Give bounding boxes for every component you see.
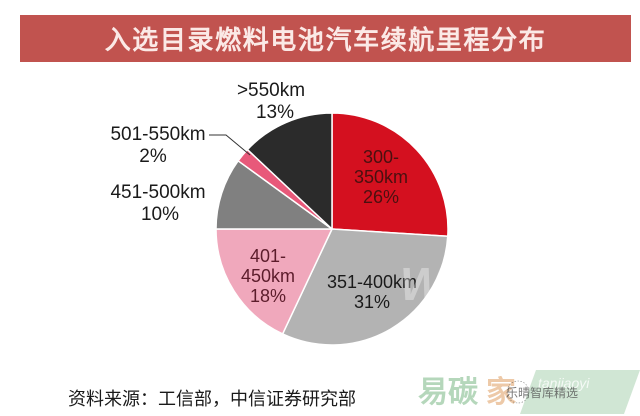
svg-text:>550km: >550km <box>237 80 305 101</box>
svg-text:2%: 2% <box>139 146 167 167</box>
svg-text:乐晴智库精选: 乐晴智库精选 <box>506 385 578 400</box>
svg-text:13%: 13% <box>256 102 294 123</box>
svg-text:401-: 401- <box>250 246 286 266</box>
svg-text:501-550km: 501-550km <box>110 124 205 145</box>
svg-text:350km: 350km <box>354 167 408 187</box>
svg-text:451-500km: 451-500km <box>110 182 205 203</box>
svg-text:易碳: 易碳 <box>418 376 479 409</box>
svg-text:450km: 450km <box>241 266 295 286</box>
svg-text:26%: 26% <box>363 187 399 207</box>
svg-text:18%: 18% <box>250 286 286 306</box>
svg-text:31%: 31% <box>354 292 390 312</box>
svg-text:300-: 300- <box>363 147 399 167</box>
svg-text:10%: 10% <box>141 204 179 225</box>
svg-text:W: W <box>400 258 447 310</box>
